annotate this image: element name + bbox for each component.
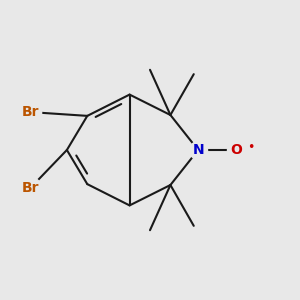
Text: Br: Br (22, 181, 39, 195)
Text: •: • (248, 141, 255, 154)
Text: Br: Br (22, 105, 39, 119)
Text: O: O (230, 143, 242, 157)
Text: N: N (192, 143, 204, 157)
